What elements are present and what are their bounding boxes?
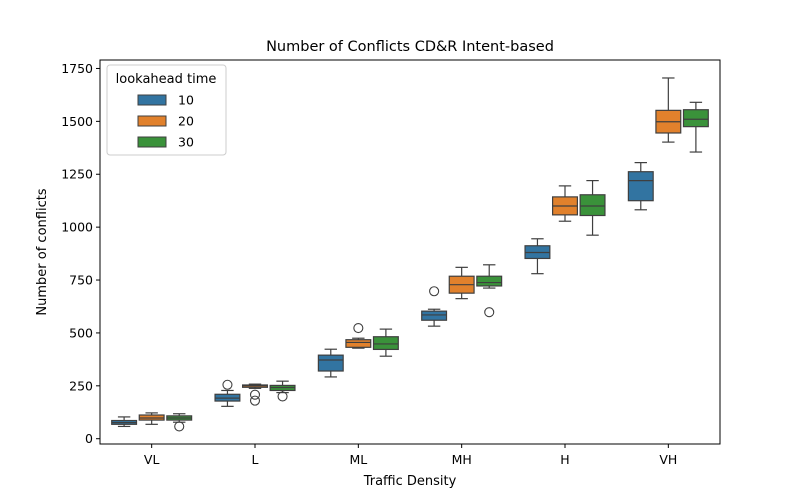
box-group xyxy=(111,416,138,428)
legend-label: 10 xyxy=(178,93,194,108)
outlier-point xyxy=(484,307,495,318)
legend: lookahead time 10 20 30 xyxy=(106,64,227,156)
legend-swatch xyxy=(137,115,167,127)
box-group xyxy=(682,101,709,153)
legend-entry: 30 xyxy=(137,135,194,150)
x-tick-label: L xyxy=(252,452,259,467)
legend-label: 30 xyxy=(178,135,194,150)
y-tick-label: 1250 xyxy=(61,167,93,182)
box-group xyxy=(524,238,551,275)
x-tick-label: VL xyxy=(144,452,160,467)
x-axis-label: Traffic Density xyxy=(363,474,457,489)
box xyxy=(627,171,654,202)
box-group xyxy=(345,323,372,349)
plot-frame xyxy=(99,59,721,445)
box xyxy=(682,109,709,128)
box-group xyxy=(551,185,578,222)
legend-entries: 10 20 30 xyxy=(137,93,194,150)
y-tick-label: 0 xyxy=(85,431,93,446)
x-tick-label: ML xyxy=(349,452,367,467)
outlier-point xyxy=(353,323,364,334)
box-group xyxy=(579,179,606,236)
box xyxy=(476,275,503,287)
y-tick-label: 1000 xyxy=(61,220,93,235)
y-tick-label: 1500 xyxy=(61,114,93,129)
y-tick-label: 250 xyxy=(69,378,93,393)
x-tick-label: MH xyxy=(452,452,472,467)
box-group xyxy=(138,412,165,425)
box-group xyxy=(372,328,399,357)
box-group xyxy=(317,348,344,378)
y-tick-label: 1750 xyxy=(61,61,93,76)
box-group xyxy=(269,380,296,402)
y-tick-label: 500 xyxy=(69,325,93,340)
y-axis: 0 250 500 750 1000 1250 1500 1750 xyxy=(61,61,100,446)
box xyxy=(372,336,399,351)
box xyxy=(317,354,344,372)
box xyxy=(345,339,372,348)
legend-swatch xyxy=(137,94,167,106)
legend-swatch xyxy=(137,136,167,148)
outlier-point xyxy=(249,389,261,400)
box-group xyxy=(214,379,241,407)
x-tick-label: H xyxy=(560,452,569,467)
y-axis-label: Number of conflicts xyxy=(35,188,50,315)
box-group xyxy=(655,77,682,143)
legend-title: lookahead time xyxy=(116,72,217,87)
plot-marks xyxy=(111,77,709,432)
outlier-point xyxy=(222,379,233,390)
box-group xyxy=(166,413,193,432)
chart-title: Number of Conflicts CD&R Intent-based xyxy=(266,39,554,55)
box-group xyxy=(242,383,269,406)
box xyxy=(579,194,606,217)
x-tick-label: VH xyxy=(659,452,677,467)
y-tick-label: 750 xyxy=(69,273,93,288)
legend-entry: 20 xyxy=(137,114,194,129)
outlier-point xyxy=(429,286,440,297)
legend-entry: 10 xyxy=(137,93,194,108)
legend-frame xyxy=(106,64,227,156)
outlier-point xyxy=(174,421,185,432)
box-group xyxy=(476,264,503,318)
outlier-point xyxy=(249,395,261,406)
box-group xyxy=(421,286,448,327)
box xyxy=(421,310,448,321)
legend-label: 20 xyxy=(178,114,194,129)
box-group xyxy=(448,266,475,300)
x-axis: VL L ML MH H VH xyxy=(144,444,677,467)
box-group xyxy=(627,162,654,211)
outlier-point xyxy=(277,391,288,402)
